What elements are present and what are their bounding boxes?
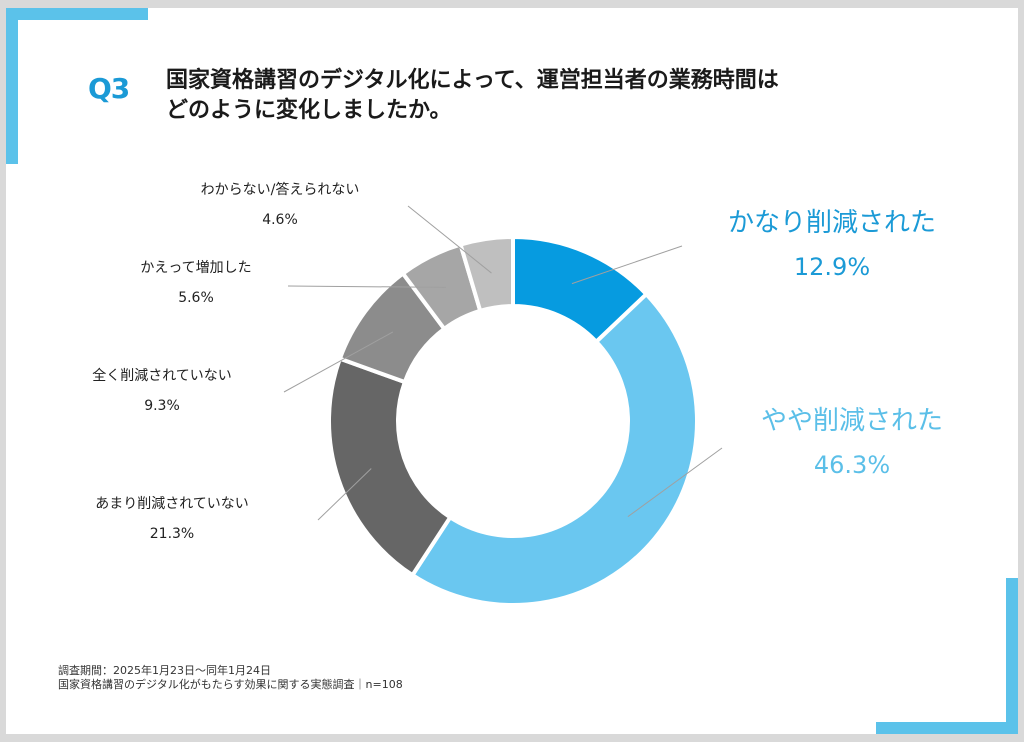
leader-line-0	[571, 245, 683, 285]
slice-1-name: やや削減された	[760, 406, 943, 436]
slide-card	[6, 8, 1018, 734]
leader-line-1	[627, 447, 723, 518]
slice-0-name: かなり削減された	[727, 208, 936, 238]
donut-slice-1	[409, 291, 699, 607]
slice-1-value: 46.3%	[813, 451, 891, 479]
label-slice-3: 全く削減されていない 9.3%	[62, 366, 262, 416]
leader-line-3	[283, 331, 394, 393]
corner-accent-top-left-vertical	[6, 8, 18, 164]
label-slice-2: あまり削減されていない 21.3%	[62, 494, 282, 544]
leader-line-4	[287, 285, 446, 288]
label-slice-1: やや削減された 46.3%	[740, 404, 964, 480]
slice-3-value: 9.3%	[144, 398, 180, 414]
corner-accent-bottom-right-vertical	[1006, 578, 1018, 734]
question-number: Q3	[88, 72, 130, 105]
label-slice-4: かえって増加した 5.6%	[96, 258, 296, 308]
corner-accent-bottom-right	[876, 722, 1018, 734]
donut-slice-2	[327, 356, 453, 578]
slice-5-name: わからない/答えられない	[200, 182, 360, 198]
label-slice-0: かなり削減された 12.9%	[712, 206, 952, 282]
label-slice-5: わからない/答えられない 4.6%	[160, 180, 400, 230]
leader-line-2	[317, 468, 372, 521]
slice-2-value: 21.3%	[149, 526, 195, 542]
slice-4-value: 5.6%	[178, 290, 214, 306]
question-title: 国家資格講習のデジタル化によって、運営担当者の業務時間は どのように変化しました…	[166, 66, 886, 126]
survey-footnote: 調査期間：2025年1月23日～同年1月24日 国家資格講習のデジタル化がもたら…	[58, 664, 403, 692]
slice-2-name: あまり削減されていない	[95, 496, 249, 512]
slice-5-value: 4.6%	[262, 212, 298, 228]
question-title-line-2: どのように変化しましたか。	[166, 98, 452, 123]
corner-accent-top-left	[6, 8, 148, 20]
survey-title: 国家資格講習のデジタル化がもたらす効果に関する実態調査｜n=108	[58, 678, 403, 691]
slice-3-name: 全く削減されていない	[92, 368, 232, 384]
survey-period: 調査期間：2025年1月23日～同年1月24日	[58, 664, 271, 677]
slice-0-value: 12.9%	[793, 253, 871, 281]
leader-line-5	[407, 205, 492, 274]
slice-4-name: かえって増加した	[140, 260, 252, 276]
question-title-line-1: 国家資格講習のデジタル化によって、運営担当者の業務時間は	[166, 68, 779, 93]
donut-slice-5	[458, 234, 515, 314]
